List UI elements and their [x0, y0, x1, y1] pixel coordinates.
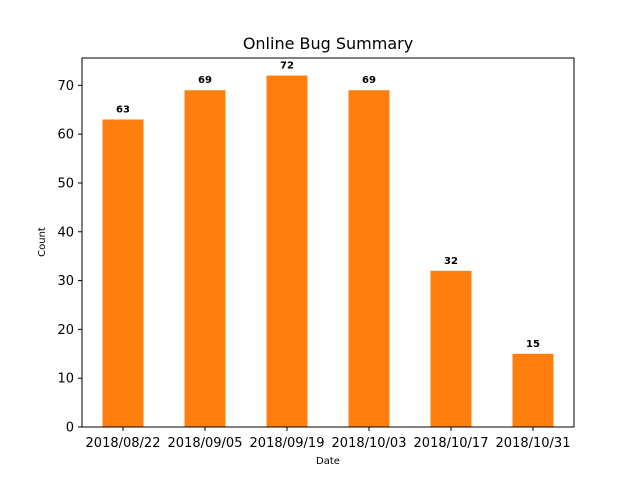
x-tick-label: 2018/09/19	[250, 436, 325, 451]
bar	[430, 270, 472, 427]
bar	[512, 353, 554, 427]
data-label: 69	[198, 75, 212, 86]
data-label: 15	[526, 339, 540, 350]
bars-group	[102, 75, 554, 428]
y-tick-label: 30	[57, 274, 74, 289]
y-tick-label: 20	[57, 323, 74, 338]
x-tick-label: 2018/10/03	[332, 436, 407, 451]
plot-frame	[81, 57, 575, 428]
chart-title: Online Bug Summary	[243, 34, 413, 53]
y-tick-label: 70	[57, 79, 74, 94]
x-tick-label: 2018/10/31	[496, 436, 571, 451]
y-tick-label: 40	[57, 225, 74, 240]
data-label: 69	[362, 75, 376, 86]
y-axis-label: Count	[37, 227, 48, 257]
data-labels-group: 63 69 72 69 32 15	[116, 61, 540, 350]
bar	[102, 119, 144, 427]
bar	[266, 75, 308, 428]
x-tick-label: 2018/09/05	[168, 436, 243, 451]
y-tick-label: 60	[57, 128, 74, 143]
bar	[348, 90, 390, 427]
y-tick-label: 10	[57, 372, 74, 387]
y-tick-label: 50	[57, 176, 74, 191]
x-tick-label: 2018/08/22	[86, 436, 161, 451]
x-tick-label: 2018/10/17	[414, 436, 489, 451]
y-tick-label: 0	[66, 421, 74, 436]
x-axis-label: Date	[316, 456, 340, 467]
bar	[184, 90, 226, 427]
y-axis-ticks: 0 10 20 30 40 50 60 70	[57, 79, 82, 436]
data-label: 72	[280, 61, 294, 72]
x-axis-ticks: 2018/08/22 2018/09/05 2018/09/19 2018/10/03…	[86, 427, 571, 451]
data-label: 63	[116, 105, 130, 116]
data-label: 32	[444, 256, 458, 267]
